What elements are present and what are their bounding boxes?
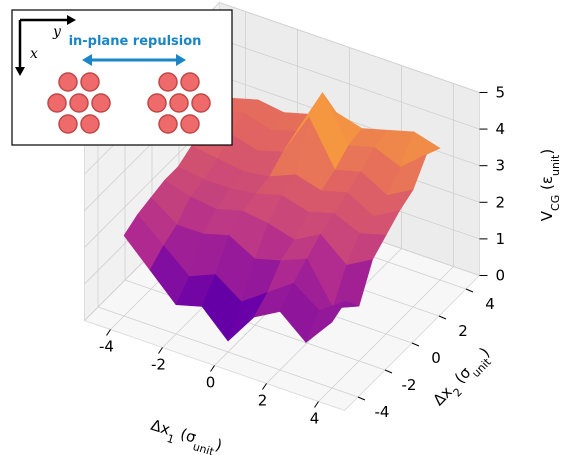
x-tick-label: -2 <box>151 356 166 374</box>
x-tick-label: -4 <box>99 338 114 356</box>
inset: y x in-plane repulsion <box>12 10 232 145</box>
tick-mark <box>439 316 446 319</box>
x-tick-label: 0 <box>206 374 216 392</box>
z-tick-label: 2 <box>496 193 506 211</box>
zlabel-title: VCG (εunit) <box>538 149 562 221</box>
tick-mark <box>263 383 267 389</box>
x-tick-label: 2 <box>258 391 268 409</box>
axis-label-part: ) <box>538 149 556 155</box>
y-tick-label: 4 <box>485 295 495 313</box>
z-tick-label: 3 <box>496 157 506 175</box>
y-tick-label: 0 <box>431 349 441 367</box>
inset-axis-label: y <box>52 24 62 40</box>
axis-label-part: CG <box>549 195 562 211</box>
tick-mark <box>159 348 163 354</box>
axis-label-part: unit <box>549 154 562 176</box>
inset-axis-label: x <box>30 46 38 62</box>
axis-label-part: Δx <box>429 383 455 409</box>
x-tick-label: 4 <box>310 409 320 427</box>
chart: -4-2024-4-2024012345Δx1 (σunit)Δx2 (σuni… <box>0 0 564 455</box>
axis-label-part: (σ <box>448 363 475 390</box>
tick-mark <box>385 370 392 373</box>
y-tick-label: -2 <box>402 376 417 394</box>
inset-caption: in-plane repulsion <box>69 34 202 49</box>
tick-mark <box>466 289 473 292</box>
axis-label-part: (ε <box>538 176 556 195</box>
axis-label-part: unit <box>191 439 216 455</box>
tick-mark <box>107 330 111 336</box>
axis-label-part: ) <box>213 436 224 455</box>
z-tick-label: 0 <box>496 266 506 284</box>
tick-mark <box>315 401 319 407</box>
z-tick-label: 4 <box>496 120 506 138</box>
tick-mark <box>412 343 419 346</box>
xlabel-title: Δx1 (σunit) <box>147 416 224 455</box>
tick-mark <box>211 366 215 372</box>
y-tick-label: -4 <box>375 403 390 421</box>
z-tick-label: 1 <box>496 230 506 248</box>
tick-mark <box>358 397 365 400</box>
z-tick-label: 5 <box>496 83 506 101</box>
y-tick-label: 2 <box>458 322 468 340</box>
